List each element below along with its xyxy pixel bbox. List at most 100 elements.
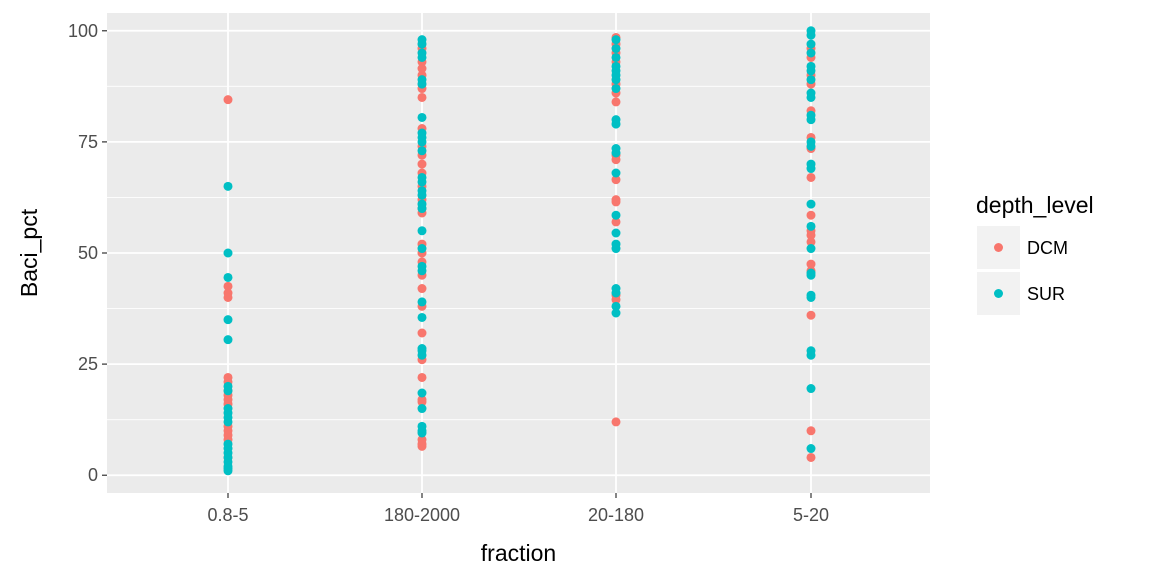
point-sur (417, 79, 427, 89)
point-sur (223, 315, 233, 325)
point-sur (223, 417, 233, 427)
point-sur (611, 288, 621, 298)
point-sur (417, 112, 427, 122)
x-axis-ticks: 0.8-5 180-2000 20-180 5-20 (207, 493, 829, 525)
point-sur (417, 404, 427, 414)
point-sur (611, 148, 621, 158)
y-tick-label: 0 (88, 465, 98, 485)
point-dcm (611, 417, 621, 427)
point-sur (417, 39, 427, 49)
point-dcm (417, 159, 427, 169)
point-dcm (806, 259, 816, 269)
y-tick-label: 25 (78, 354, 98, 374)
point-sur (223, 272, 233, 282)
point-sur (611, 75, 621, 85)
point-dcm (806, 452, 816, 462)
point-dcm (611, 217, 621, 227)
y-axis-title: Baci_pct (16, 208, 42, 297)
data-points (223, 26, 816, 476)
point-dcm (611, 295, 621, 305)
x-axis-title: fraction (481, 540, 556, 566)
legend-label-dcm: DCM (1027, 238, 1068, 258)
point-sur (611, 244, 621, 254)
point-sur (611, 308, 621, 318)
y-tick-label: 75 (78, 132, 98, 152)
point-sur (417, 226, 427, 236)
point-dcm (806, 230, 816, 240)
point-sur (806, 115, 816, 125)
point-dcm (806, 237, 816, 247)
point-dcm (806, 310, 816, 320)
point-sur (806, 244, 816, 254)
point-dcm (223, 95, 233, 105)
legend-title: depth_level (976, 192, 1094, 218)
point-sur (806, 199, 816, 209)
point-sur (417, 137, 427, 147)
point-dcm (417, 284, 427, 294)
point-sur (417, 266, 427, 276)
point-sur (417, 312, 427, 322)
point-sur (417, 297, 427, 307)
point-dcm (611, 155, 621, 165)
point-sur (611, 301, 621, 311)
point-dcm (417, 92, 427, 102)
point-sur (417, 190, 427, 200)
point-sur (806, 292, 816, 302)
point-dcm (611, 197, 621, 207)
y-tick-label: 100 (68, 21, 98, 41)
point-sur (806, 270, 816, 280)
point-sur (806, 350, 816, 360)
point-sur (223, 466, 233, 476)
point-dcm (417, 64, 427, 74)
y-tick-label: 50 (78, 243, 98, 263)
point-sur (806, 92, 816, 102)
point-sur (611, 210, 621, 220)
point-dcm (806, 172, 816, 182)
point-sur (806, 75, 816, 85)
point-dcm (611, 175, 621, 185)
point-dcm (806, 210, 816, 220)
point-sur (806, 141, 816, 151)
point-dcm (806, 426, 816, 436)
point-dcm (611, 97, 621, 107)
point-sur (417, 52, 427, 62)
point-sur (417, 177, 427, 187)
point-sur (223, 248, 233, 258)
point-sur (611, 119, 621, 129)
point-sur (611, 44, 621, 54)
point-sur (611, 52, 621, 62)
grid-minor (107, 85, 930, 421)
point-sur (611, 228, 621, 238)
point-sur (417, 146, 427, 156)
point-dcm (223, 281, 233, 291)
point-dcm (223, 292, 233, 302)
point-dcm (417, 441, 427, 451)
point-sur (417, 350, 427, 360)
legend: depth_level DCM SUR (976, 192, 1094, 315)
point-sur (806, 48, 816, 58)
point-sur (223, 386, 233, 396)
point-sur (611, 168, 621, 178)
point-sur (417, 204, 427, 214)
point-sur (417, 244, 427, 254)
point-sur (611, 35, 621, 45)
point-sur (417, 388, 427, 398)
y-axis-ticks: 0 25 50 75 100 (68, 21, 107, 485)
point-sur (806, 30, 816, 40)
point-sur (806, 164, 816, 174)
point-sur (417, 428, 427, 438)
point-dcm (417, 372, 427, 382)
legend-label-sur: SUR (1027, 284, 1065, 304)
point-sur (223, 181, 233, 191)
point-sur (806, 66, 816, 76)
x-tick-label: 20-180 (588, 505, 644, 525)
legend-marker-sur (994, 289, 1003, 298)
point-dcm (417, 397, 427, 407)
point-sur (806, 221, 816, 231)
point-sur (223, 335, 233, 345)
point-dcm (417, 328, 427, 338)
x-tick-label: 5-20 (793, 505, 829, 525)
x-tick-label: 0.8-5 (207, 505, 248, 525)
point-sur (806, 444, 816, 454)
